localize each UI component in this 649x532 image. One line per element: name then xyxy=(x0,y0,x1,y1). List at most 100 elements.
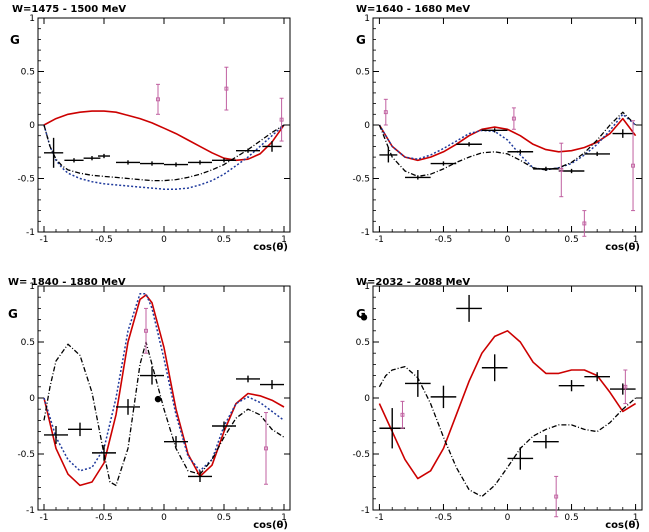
curve-red-solid xyxy=(43,110,285,162)
data-point-black xyxy=(188,470,212,482)
data-point-black xyxy=(164,436,188,448)
y-tick-label: -0.5 xyxy=(17,450,35,460)
y-tick-label: -1 xyxy=(361,228,370,238)
y-tick-label: -0.5 xyxy=(17,175,35,185)
data-point-black xyxy=(262,141,282,152)
y-tick-label: 0.5 xyxy=(21,338,35,348)
y-tick-label: 0.5 xyxy=(356,338,370,348)
y-tick-label: -0.5 xyxy=(352,175,370,185)
curve-black-dashdot xyxy=(378,111,637,178)
y-tick-label: 0.5 xyxy=(21,68,35,78)
x-tick-label: 0 xyxy=(161,235,167,245)
curve-blue-dotted xyxy=(43,293,285,472)
y-tick-label: -1 xyxy=(361,506,370,516)
data-point-black xyxy=(83,156,101,161)
data-point-black xyxy=(116,399,140,415)
y-axis-label: G xyxy=(356,307,366,321)
y-tick-label: 0 xyxy=(364,121,370,131)
data-point-black xyxy=(609,383,636,395)
y-tick-label: -0.5 xyxy=(352,450,370,460)
curve-blue-dotted xyxy=(378,113,637,171)
data-point-black xyxy=(92,445,116,461)
data-point-black xyxy=(533,434,559,449)
x-tick-label: 0 xyxy=(161,513,167,523)
data-point-black xyxy=(430,161,457,166)
curve-red-solid xyxy=(378,117,637,162)
data-point-black xyxy=(430,385,457,409)
data-point-black xyxy=(98,153,110,159)
y-tick-label: 0 xyxy=(29,121,35,131)
x-tick-label: -1 xyxy=(375,235,384,245)
data-point-black xyxy=(212,158,236,163)
y-axis-label: G xyxy=(8,307,18,321)
plot-frame xyxy=(37,285,291,511)
x-tick-label: 0.5 xyxy=(217,513,231,523)
data-point-magenta xyxy=(224,66,229,111)
y-axis-label: G xyxy=(10,33,20,47)
data-point-black xyxy=(212,421,236,431)
data-point-magenta xyxy=(511,107,516,130)
data-point-black xyxy=(481,354,508,382)
x-tick-label: -1 xyxy=(40,513,49,523)
x-tick-label: -0.5 xyxy=(435,513,453,523)
x-axis-label: cos(θ) xyxy=(253,520,288,531)
data-point-black xyxy=(116,160,140,165)
x-tick-label: 1 xyxy=(281,235,287,245)
data-point-magenta xyxy=(559,142,564,198)
x-tick-label: -1 xyxy=(40,235,49,245)
data-point-magenta xyxy=(582,210,587,237)
x-tick-label: 0.5 xyxy=(564,513,578,523)
y-tick-label: 0 xyxy=(29,394,35,404)
data-point-black xyxy=(44,137,64,168)
x-tick-label: 0 xyxy=(505,235,511,245)
data-point-black xyxy=(44,426,68,444)
data-point-black xyxy=(236,375,260,383)
panel-title: W=1475 - 1500 MeV xyxy=(12,4,126,15)
x-tick-label: 0 xyxy=(505,513,511,523)
data-point-black xyxy=(379,147,398,163)
curve-red-solid xyxy=(43,294,285,487)
panel-title: W=2032 - 2088 MeV xyxy=(356,277,470,288)
data-point-magenta xyxy=(631,120,636,212)
y-tick-label: 1 xyxy=(364,282,370,292)
x-tick-label: 1 xyxy=(281,513,287,523)
data-point-magenta xyxy=(383,98,388,126)
plot-frame xyxy=(372,17,643,233)
curve-black-dashdot xyxy=(378,365,637,498)
data-point-black xyxy=(584,151,610,157)
data-point-magenta xyxy=(264,412,268,485)
data-point-black xyxy=(558,380,585,392)
curve-red-solid xyxy=(378,330,637,480)
x-axis-label: cos(θ) xyxy=(253,242,288,253)
panel-title: W= 1840 - 1880 MeV xyxy=(8,277,126,288)
data-point-magenta xyxy=(156,83,160,115)
data-point-black xyxy=(405,370,431,397)
data-point-magenta xyxy=(554,475,559,518)
data-point-black xyxy=(612,129,634,138)
y-tick-label: 1 xyxy=(364,14,370,24)
data-point-black xyxy=(405,175,431,180)
data-point-black xyxy=(533,166,559,172)
x-tick-label: 1 xyxy=(633,235,639,245)
data-point-black xyxy=(507,149,534,154)
x-axis-label: cos(θ) xyxy=(605,242,640,253)
data-point-black xyxy=(140,366,164,385)
panel-title: W=1640 - 1680 MeV xyxy=(356,4,470,15)
y-tick-label: -1 xyxy=(26,228,35,238)
data-point-dot xyxy=(360,314,368,321)
data-point-magenta xyxy=(279,97,284,142)
data-point-dot xyxy=(154,395,162,403)
data-point-black xyxy=(507,447,534,470)
curve-blue-dotted xyxy=(43,124,285,190)
y-tick-label: 0.5 xyxy=(356,68,370,78)
x-tick-label: -0.5 xyxy=(95,513,113,523)
x-tick-label: 0.5 xyxy=(217,235,231,245)
data-point-black xyxy=(64,158,84,163)
x-tick-label: -1 xyxy=(375,513,384,523)
data-point-black xyxy=(140,161,164,166)
x-tick-label: 1 xyxy=(633,513,639,523)
y-tick-label: 1 xyxy=(29,282,35,292)
